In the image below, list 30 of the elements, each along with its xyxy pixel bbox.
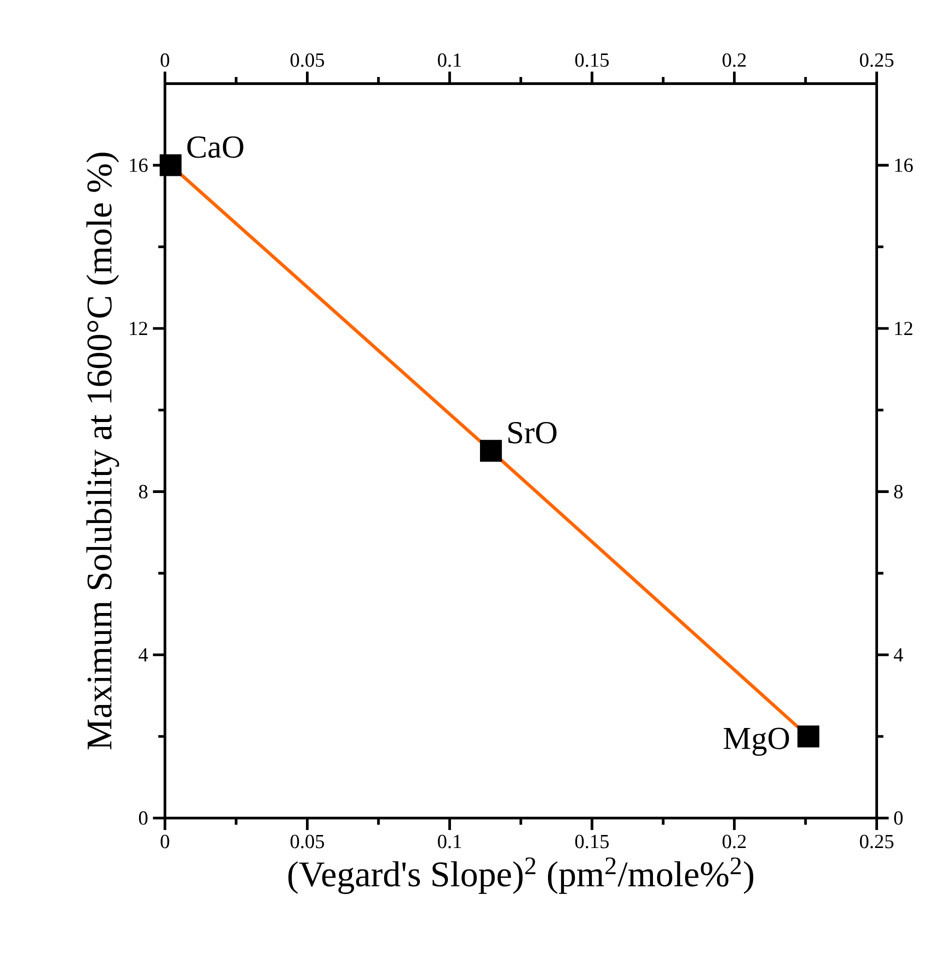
x2-tick-label: 0.2	[722, 53, 746, 67]
annotation: SrO	[508, 422, 557, 444]
x2-tick-label: 0.25	[860, 53, 894, 67]
x2-tick-label: 0	[160, 53, 170, 67]
point	[798, 726, 820, 748]
x-tick-label: 0.2	[722, 834, 746, 848]
annotation: CaO	[187, 136, 244, 158]
annotation: MgO	[724, 728, 790, 756]
y-tick-label: 8	[139, 484, 148, 498]
x-axis-title: (Vegard's Slope)$^{2}$ (pm$^{2}$/mole%$^{2}$)	[288, 857, 754, 894]
x-tick-label: 0.1	[438, 834, 462, 848]
x2-tick-label: 0.05	[290, 53, 324, 67]
y2-tick-label: 4	[894, 648, 904, 662]
x-tick-label: 0.05	[290, 834, 324, 848]
y2-tick-label: 12	[895, 322, 912, 336]
x2-tick-label: 0.15	[575, 53, 609, 67]
y-tick-label: 12	[130, 322, 148, 336]
y-tick-label: 0	[139, 811, 148, 825]
y-tick-label: 4	[138, 648, 148, 662]
x2-tick-label: 0.1	[438, 53, 462, 67]
y-tick-label: 16	[130, 158, 148, 172]
y2-tick-label: 16	[895, 158, 913, 172]
point	[480, 440, 502, 462]
y2-tick-label: 8	[894, 484, 903, 498]
y2-tick-label: 0	[894, 811, 903, 825]
x-tick-label: 0	[160, 834, 170, 848]
x-tick-label: 0.15	[575, 834, 609, 848]
x-tick-label: 0.25	[860, 834, 894, 848]
y-axis-title: Maximum Solubility at 1600°C (mole %)	[86, 152, 120, 750]
point	[160, 154, 182, 176]
